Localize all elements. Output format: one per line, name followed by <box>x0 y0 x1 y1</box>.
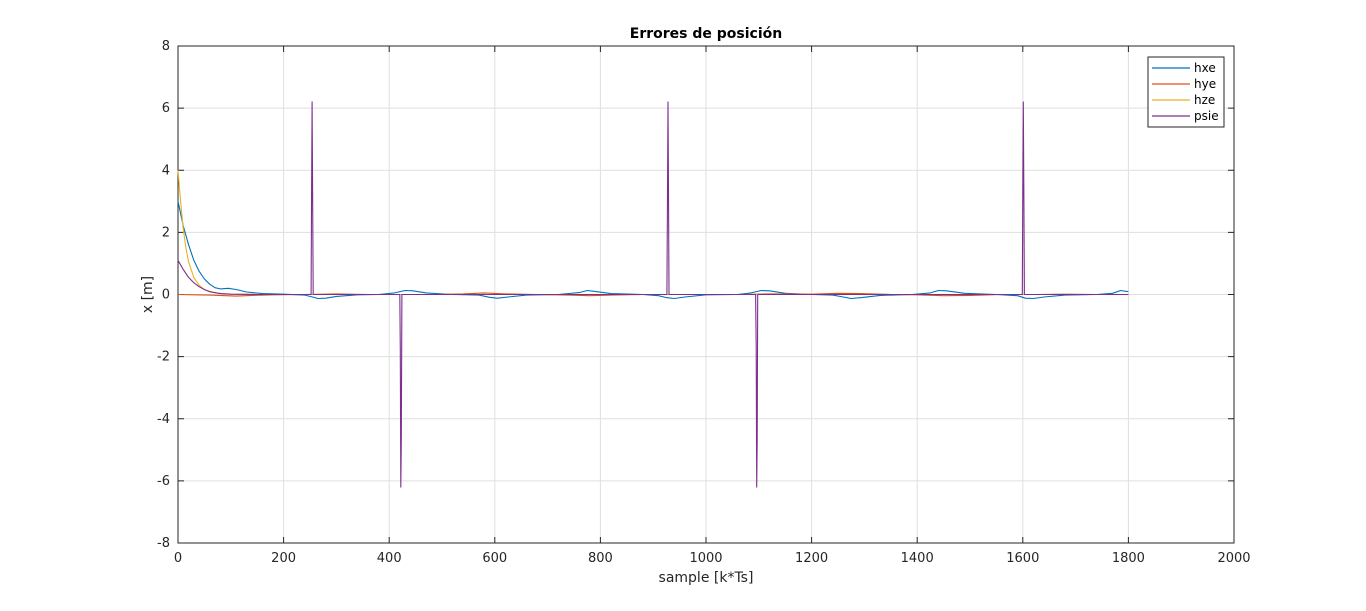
legend-label-hxe: hxe <box>1194 61 1216 75</box>
x-tick-label: 1000 <box>689 551 722 566</box>
y-tick-label: -4 <box>157 412 170 427</box>
series-lines <box>177 101 1129 488</box>
x-tick-label: 0 <box>174 551 182 566</box>
x-tick-label: 600 <box>482 551 507 566</box>
y-axis-label: x [m] <box>140 276 156 313</box>
x-axis-label: sample [k*Ts] <box>659 570 754 586</box>
x-tick-label: 800 <box>588 551 613 566</box>
y-tick-label: 2 <box>162 225 170 240</box>
x-tick-label: 1200 <box>795 551 828 566</box>
x-tick-label: 1400 <box>901 551 934 566</box>
y-tick-label: -2 <box>157 350 170 365</box>
x-tick-label: 1800 <box>1112 551 1145 566</box>
series-line-psie <box>177 101 1129 488</box>
legend-label-hye: hye <box>1194 77 1216 91</box>
axis-ticks: 0 200 400 600 800 1000 1200 1400 1600 1800 2000 -8 -… <box>157 39 1251 566</box>
y-tick-label: 4 <box>162 163 170 178</box>
legend-box <box>1147 56 1225 128</box>
x-tick-label: 2000 <box>1217 551 1250 566</box>
y-tick-label: -8 <box>157 536 170 551</box>
chart-title: Errores de posición <box>630 26 782 42</box>
y-tick-label: 6 <box>162 101 170 116</box>
legend-label-hze: hze <box>1194 93 1215 107</box>
series-line-hxe <box>177 201 1129 300</box>
legend: hxe hye hze psie <box>1147 56 1225 128</box>
y-tick-label: -6 <box>157 474 170 489</box>
y-tick-label: 8 <box>162 39 170 54</box>
x-tick-label: 400 <box>377 551 402 566</box>
x-tick-label: 200 <box>271 551 296 566</box>
x-tick-label: 1600 <box>1006 551 1039 566</box>
legend-label-psie: psie <box>1194 109 1219 123</box>
y-tick-label: 0 <box>162 288 170 303</box>
